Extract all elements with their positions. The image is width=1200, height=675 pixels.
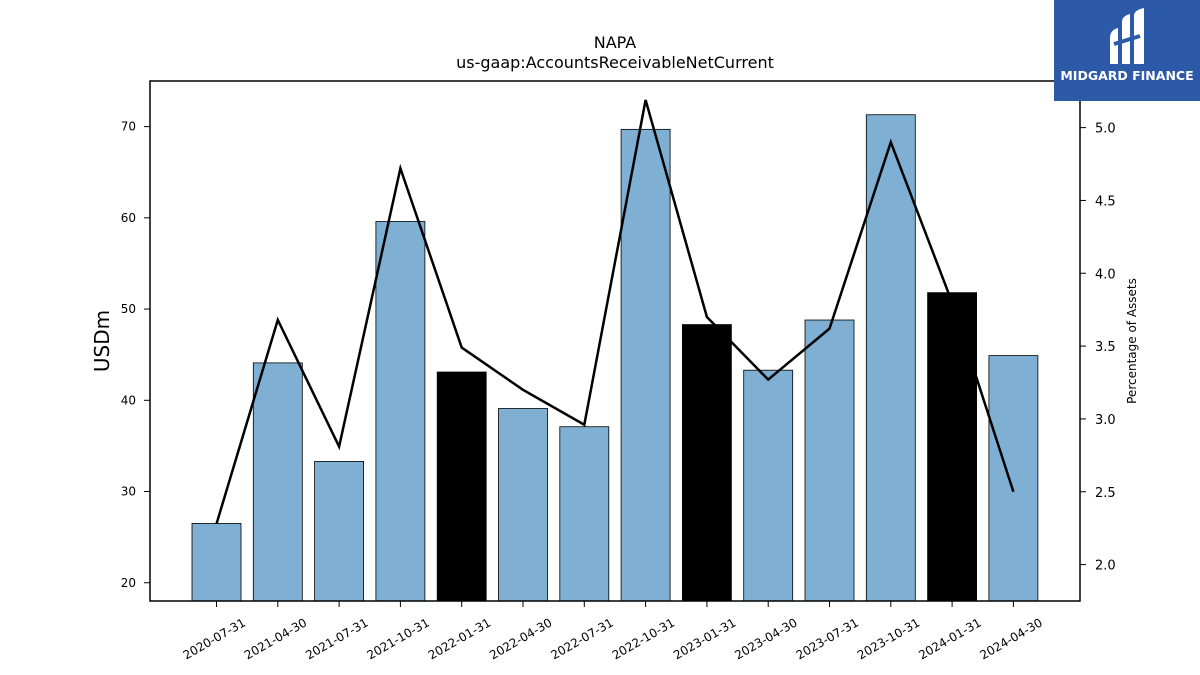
- x-tick-label: 2023-07-31: [794, 615, 861, 662]
- x-tick-label: 2024-01-31: [916, 615, 983, 662]
- x-tick-label: 2021-07-31: [303, 615, 370, 662]
- left-tick-label: 30: [121, 485, 136, 499]
- bar-2022-10-31: [620, 128, 671, 602]
- bar-2021-04-30: [252, 362, 303, 602]
- chart-subtitle: us-gaap:AccountsReceivableNetCurrent: [456, 53, 774, 72]
- bar-2024-01-31: [927, 292, 977, 602]
- x-tick-label: 2022-10-31: [610, 615, 677, 662]
- bar-2020-07-31: [191, 523, 242, 602]
- right-tick-label: 4.5: [1095, 194, 1116, 209]
- left-axis-ticks: 20 30 40 50 60 70: [121, 120, 150, 590]
- chart-title: NAPA: [594, 33, 637, 52]
- line-layer: [215, 99, 1015, 525]
- right-tick-label: 2.0: [1095, 559, 1116, 574]
- logo-text: MIDGARD FINANCE: [1060, 68, 1194, 83]
- x-tick-label: 2023-10-31: [855, 615, 922, 662]
- right-tick-label: 4.0: [1095, 267, 1116, 282]
- x-tick-label: 2021-10-31: [364, 615, 431, 662]
- bar-2021-07-31: [314, 461, 365, 602]
- percentage-line: [215, 99, 1015, 525]
- logo-mark-icon: [1110, 8, 1144, 64]
- y-axis-label-right: Percentage of Assets: [1125, 278, 1139, 404]
- x-tick-label: 2023-01-31: [671, 615, 738, 662]
- y-axis-label-left: USDm: [90, 310, 114, 372]
- bar-2022-04-30: [498, 408, 548, 602]
- x-tick-label: 2023-04-30: [732, 615, 799, 662]
- left-tick-label: 50: [121, 302, 136, 316]
- bar-2022-07-31: [559, 426, 610, 602]
- x-tick-label: 2022-01-31: [426, 615, 493, 662]
- x-axis-ticks: 2020-07-312021-04-302021-07-312021-10-31…: [181, 601, 1045, 662]
- x-tick-label: 2022-07-31: [548, 615, 615, 662]
- left-tick-label: 40: [121, 393, 136, 407]
- bar-2024-04-30: [988, 355, 1039, 602]
- right-tick-label: 3.5: [1095, 340, 1116, 355]
- right-tick-label: 3.0: [1095, 413, 1116, 428]
- x-tick-label: 2020-07-31: [181, 615, 248, 662]
- bar-2023-01-31: [682, 324, 732, 602]
- bar-2021-10-31: [375, 221, 426, 602]
- bar-2023-04-30: [743, 369, 794, 602]
- left-tick-label: 20: [121, 576, 136, 590]
- x-tick-label: 2024-04-30: [977, 615, 1044, 662]
- left-tick-label: 60: [121, 211, 136, 225]
- x-tick-label: 2022-04-30: [487, 615, 554, 662]
- right-tick-label: 5.0: [1095, 122, 1116, 137]
- brand-logo: MIDGARD FINANCE: [1054, 0, 1200, 101]
- plot-frame: [149, 80, 1081, 602]
- bars-layer: [191, 114, 1039, 602]
- left-tick-label: 70: [121, 120, 136, 134]
- x-tick-label: 2021-04-30: [242, 615, 309, 662]
- bar-2023-07-31: [804, 319, 855, 602]
- bar-2022-01-31: [436, 371, 487, 602]
- right-tick-label: 2.5: [1095, 486, 1116, 501]
- right-axis-ticks: 2.0 2.5 3.0 3.5 4.0 4.5 5.0: [1080, 122, 1116, 574]
